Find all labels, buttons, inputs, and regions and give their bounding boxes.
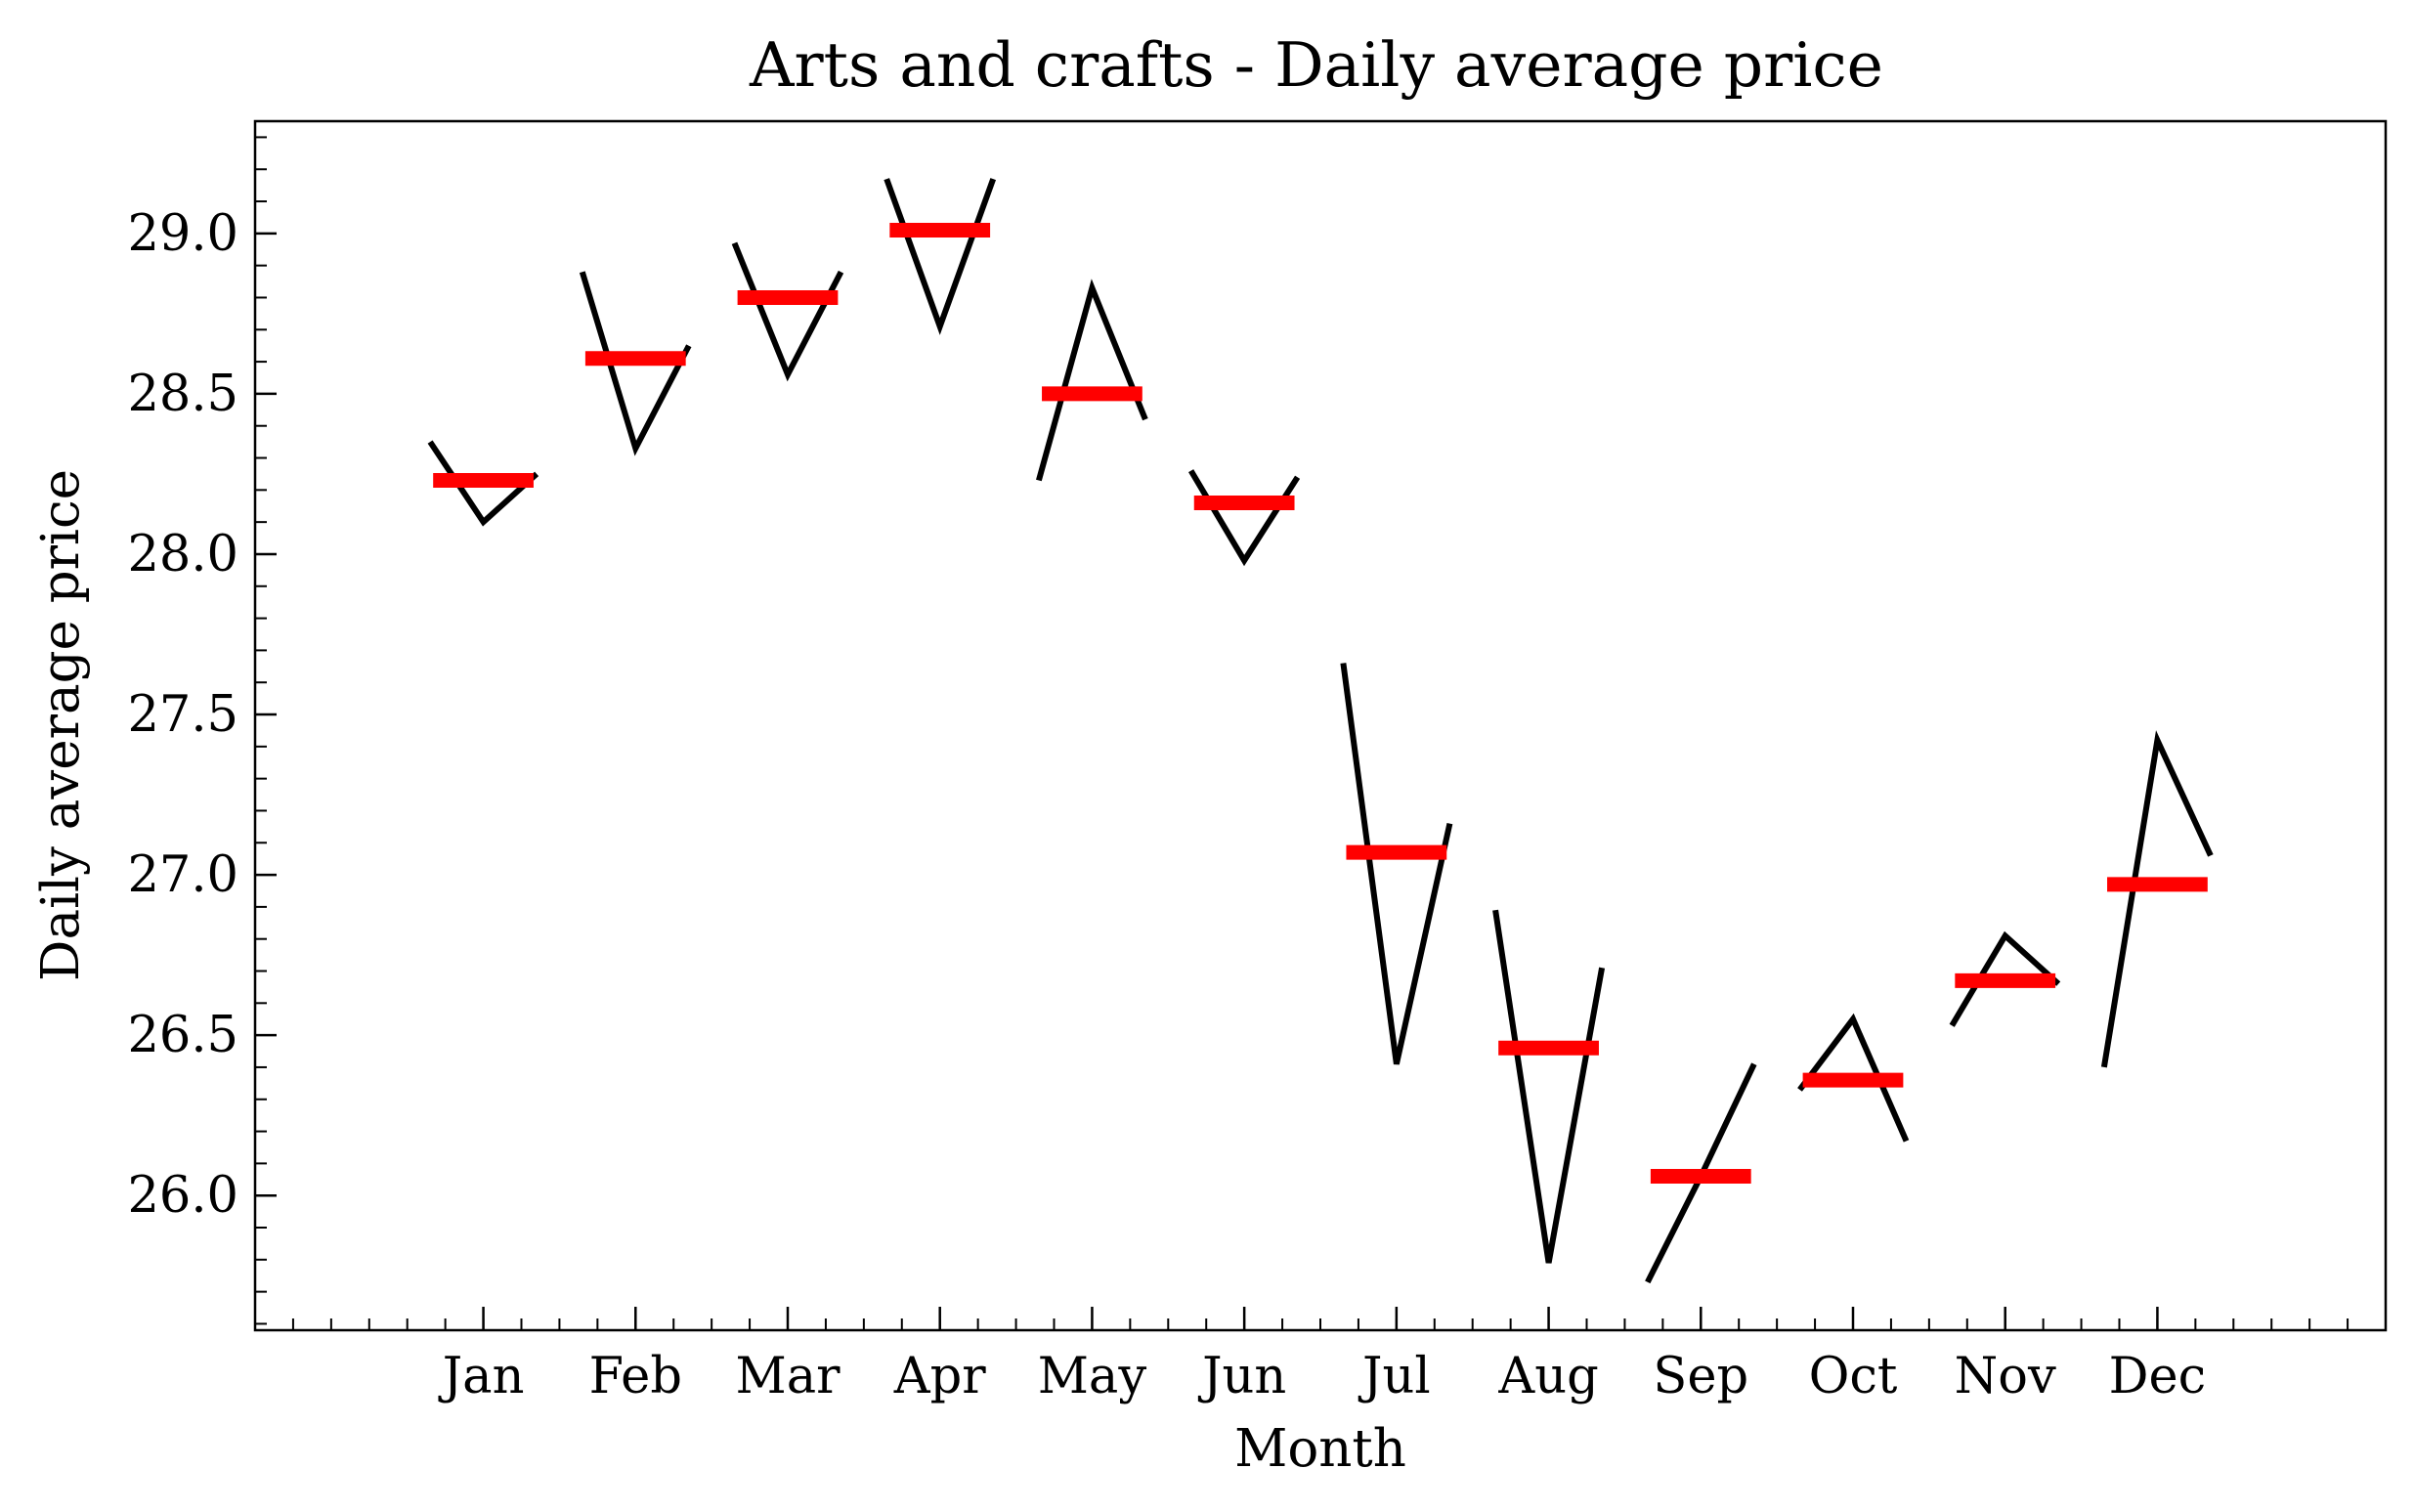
subseries-line — [427, 440, 539, 527]
x-tick-label: Oct — [1809, 1348, 1898, 1405]
y-tick-label: 28.5 — [127, 366, 238, 423]
x-tick-label: Jan — [438, 1348, 525, 1405]
y-tick-label: 26.5 — [127, 1007, 238, 1064]
chart-title: Arts and crafts - Daily average price — [749, 29, 1883, 101]
x-tick-labels: Jan Feb Mar Apr May Jun Jul Aug Sep Oct Nov Dec — [438, 1348, 2207, 1405]
y-tick-labels: 26.0 26.5 27.0 27.5 28.0 28.5 29.0 — [127, 205, 238, 1225]
x-tick-label: Apr — [893, 1348, 986, 1405]
x-tick-label: Aug — [1497, 1348, 1598, 1405]
subseries-line — [1340, 663, 1453, 1065]
plot-frame — [253, 119, 2388, 1332]
x-axis-label: Month — [1234, 1419, 1406, 1479]
x-tick-label: Dec — [2109, 1348, 2207, 1405]
x-tick-label: Jul — [1358, 1348, 1431, 1405]
x-tick-label: Jun — [1197, 1348, 1286, 1405]
y-tick-label: 27.0 — [127, 846, 238, 904]
subseries-line — [1492, 909, 1606, 1264]
y-axis-label: Daily average price — [31, 469, 91, 981]
y-tick-label: 26.0 — [127, 1167, 238, 1225]
y-tick-label: 27.5 — [127, 686, 238, 744]
x-tick-label: May — [1038, 1348, 1147, 1405]
x-tick-label: Feb — [589, 1348, 682, 1405]
subseries-line — [731, 241, 844, 382]
subseries-line — [1949, 930, 2061, 1027]
subseries-line — [1036, 279, 1148, 482]
x-tick-label: Sep — [1653, 1348, 1748, 1405]
subseries-line — [1797, 1013, 1910, 1143]
subseries-line — [2100, 730, 2214, 1068]
subseries-line — [579, 271, 692, 456]
y-tick-label: 28.0 — [127, 526, 238, 583]
x-tick-label: Nov — [1955, 1348, 2056, 1405]
x-tick-label: Mar — [735, 1348, 841, 1405]
mean-lines — [433, 223, 2208, 1185]
major-ticks — [255, 232, 2159, 1330]
y-tick-label: 29.0 — [127, 205, 238, 263]
